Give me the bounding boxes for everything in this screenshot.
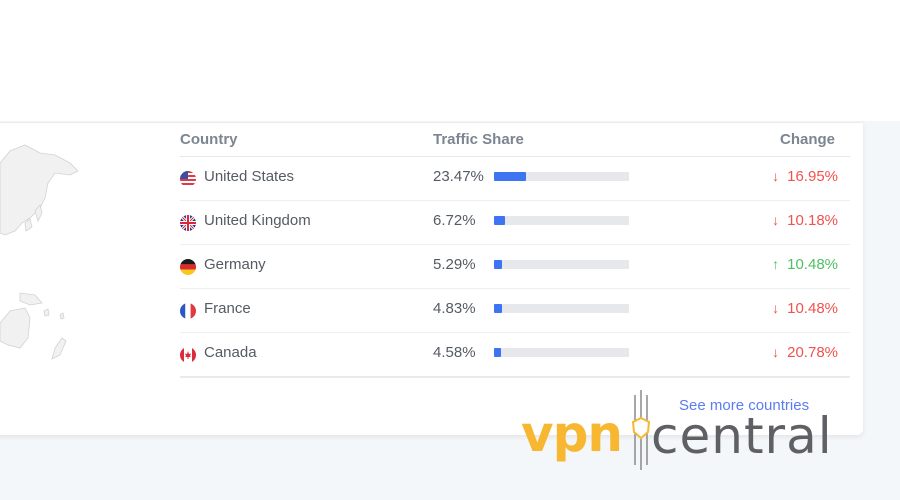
country-name[interactable]: United Kingdom <box>204 212 311 229</box>
country-name[interactable]: Germany <box>204 256 266 273</box>
traffic-share-bar <box>494 304 629 313</box>
column-header-traffic-share[interactable]: Traffic Share <box>433 131 524 148</box>
world-map <box>0 144 79 360</box>
change-value: ↓ 16.95% <box>772 168 838 185</box>
traffic-share-value: 4.83% <box>433 300 476 317</box>
traffic-share-value: 6.72% <box>433 212 476 229</box>
traffic-share-bar <box>494 348 629 357</box>
traffic-share-bar <box>494 216 629 225</box>
traffic-share-value: 5.29% <box>433 256 476 273</box>
see-more-countries-link[interactable]: See more countries <box>679 397 810 414</box>
traffic-share-bar <box>494 260 629 269</box>
de-flag-icon <box>180 259 196 275</box>
table-row[interactable]: Germany 5.29% ↑ 10.48% <box>180 245 850 289</box>
country-name[interactable]: France <box>204 300 251 317</box>
vpncentral-watermark: vpn central <box>521 390 851 475</box>
arrow-down-icon: ↓ <box>772 344 780 360</box>
arrow-down-icon: ↓ <box>772 168 780 184</box>
table-row[interactable]: France 4.83% ↓ 10.48% <box>180 289 850 333</box>
table-row[interactable]: United States 23.47% ↓ 16.95% <box>180 157 850 201</box>
change-value: ↓ 10.18% <box>772 212 838 229</box>
traffic-share-value: 23.47% <box>433 168 484 185</box>
traffic-share-bar <box>494 172 629 181</box>
traffic-share-value: 4.58% <box>433 344 476 361</box>
traffic-by-country-card: Country Traffic Share Change United Stat… <box>0 122 863 435</box>
change-value: ↓ 20.78% <box>772 344 838 361</box>
watermark-central-text: central <box>651 407 833 465</box>
us-flag-icon <box>180 171 196 187</box>
arrow-down-icon: ↓ <box>772 300 780 316</box>
country-name[interactable]: United States <box>204 168 295 185</box>
country-name[interactable]: Canada <box>204 344 257 361</box>
change-value: ↓ 10.48% <box>772 300 838 317</box>
table-header: Country Traffic Share Change <box>180 123 850 157</box>
table-row[interactable]: Canada 4.58% ↓ 20.78% <box>180 333 850 378</box>
watermark-vpn-text: vpn <box>521 405 623 463</box>
arrow-down-icon: ↓ <box>772 212 780 228</box>
column-header-country[interactable]: Country <box>180 131 238 148</box>
country-table: Country Traffic Share Change United Stat… <box>180 123 850 378</box>
change-value: ↑ 10.48% <box>772 256 838 273</box>
arrow-up-icon: ↑ <box>772 256 780 272</box>
fr-flag-icon <box>180 303 196 319</box>
column-header-change[interactable]: Change <box>779 131 835 148</box>
table-row[interactable]: United Kingdom 6.72% ↓ 10.18% <box>180 201 850 245</box>
uk-flag-icon <box>180 215 196 231</box>
shield-icon <box>631 390 651 470</box>
ca-flag-icon <box>180 347 196 363</box>
